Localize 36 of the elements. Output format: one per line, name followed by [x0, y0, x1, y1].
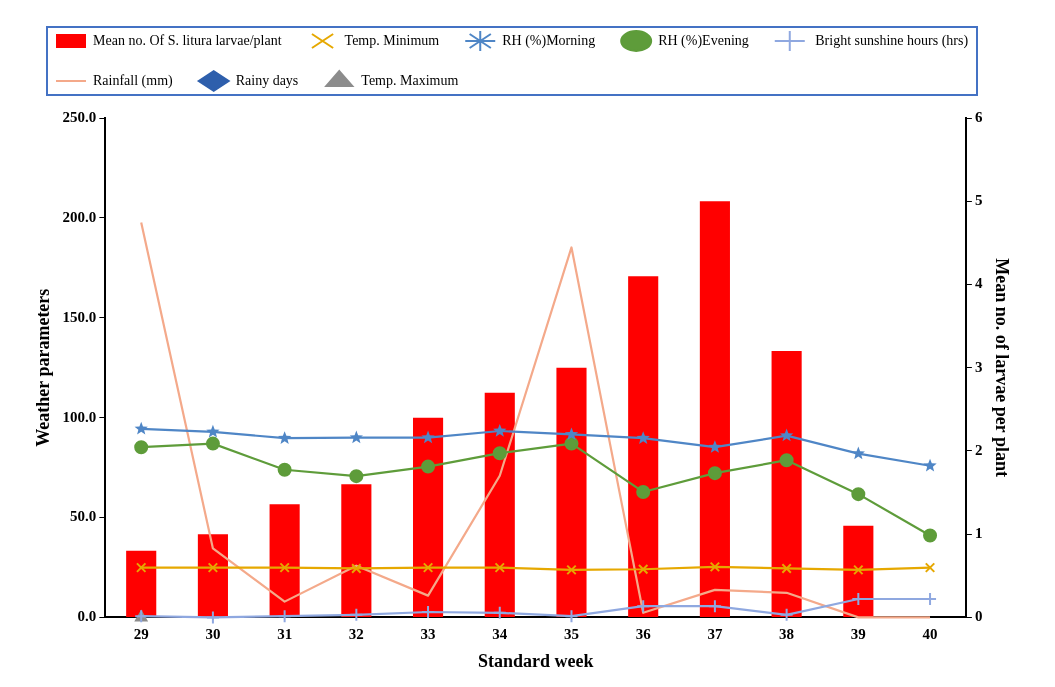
x-tick-label: 34	[492, 626, 508, 643]
x-tick-label: 32	[348, 626, 364, 643]
y2-tick-label: 0	[974, 608, 983, 625]
x-tick-label: 39	[850, 626, 866, 643]
y-tick-label: 250.0	[62, 108, 97, 125]
x-tick-label: 37	[707, 626, 723, 643]
legend-label: Temp. Maximum	[361, 72, 459, 88]
y2-axis-title: Mean no. of larvae per plant	[991, 258, 1012, 478]
x-axis-title: Standard week	[477, 650, 594, 671]
legend-label: Rainfall (mm)	[93, 72, 174, 89]
x-tick-label: 38	[779, 626, 795, 643]
legend-label: Mean no. Of S. litura larvae/plant	[93, 32, 282, 48]
x-tick-label: 33	[420, 626, 436, 643]
legend-label: Temp. Minimum	[344, 32, 440, 48]
y-tick-label: 100.0	[62, 408, 97, 425]
x-tick-label: 40	[922, 626, 938, 643]
legend-label: RH (%)Evening	[658, 32, 749, 49]
x-tick-label: 36	[635, 626, 652, 643]
x-tick-label: 31	[277, 626, 293, 643]
legend-label: Bright sunshine hours (hrs)	[811, 32, 969, 49]
x-tick-label: 30	[205, 626, 221, 643]
x-tick-label: 29	[133, 626, 149, 643]
y-tick-label: 50.0	[70, 508, 97, 525]
y-tick-label: 200.0	[62, 208, 97, 225]
y-tick-label: 150.0	[62, 308, 97, 325]
y2-tick-label: 3	[974, 358, 983, 375]
y2-tick-label: 1	[974, 525, 983, 542]
legend-label: RH (%)Morning	[502, 32, 596, 49]
legend-label: Rainy days	[235, 72, 299, 88]
x-tick-label: 35	[563, 626, 579, 643]
y2-tick-label: 5	[974, 192, 983, 209]
y2-tick-label: 6	[974, 108, 983, 125]
y2-tick-label: 4	[974, 275, 983, 292]
y2-tick-label: 2	[974, 441, 983, 458]
y-tick-label: 0.0	[77, 608, 97, 625]
y-axis-title: Weather parameters	[33, 288, 54, 447]
